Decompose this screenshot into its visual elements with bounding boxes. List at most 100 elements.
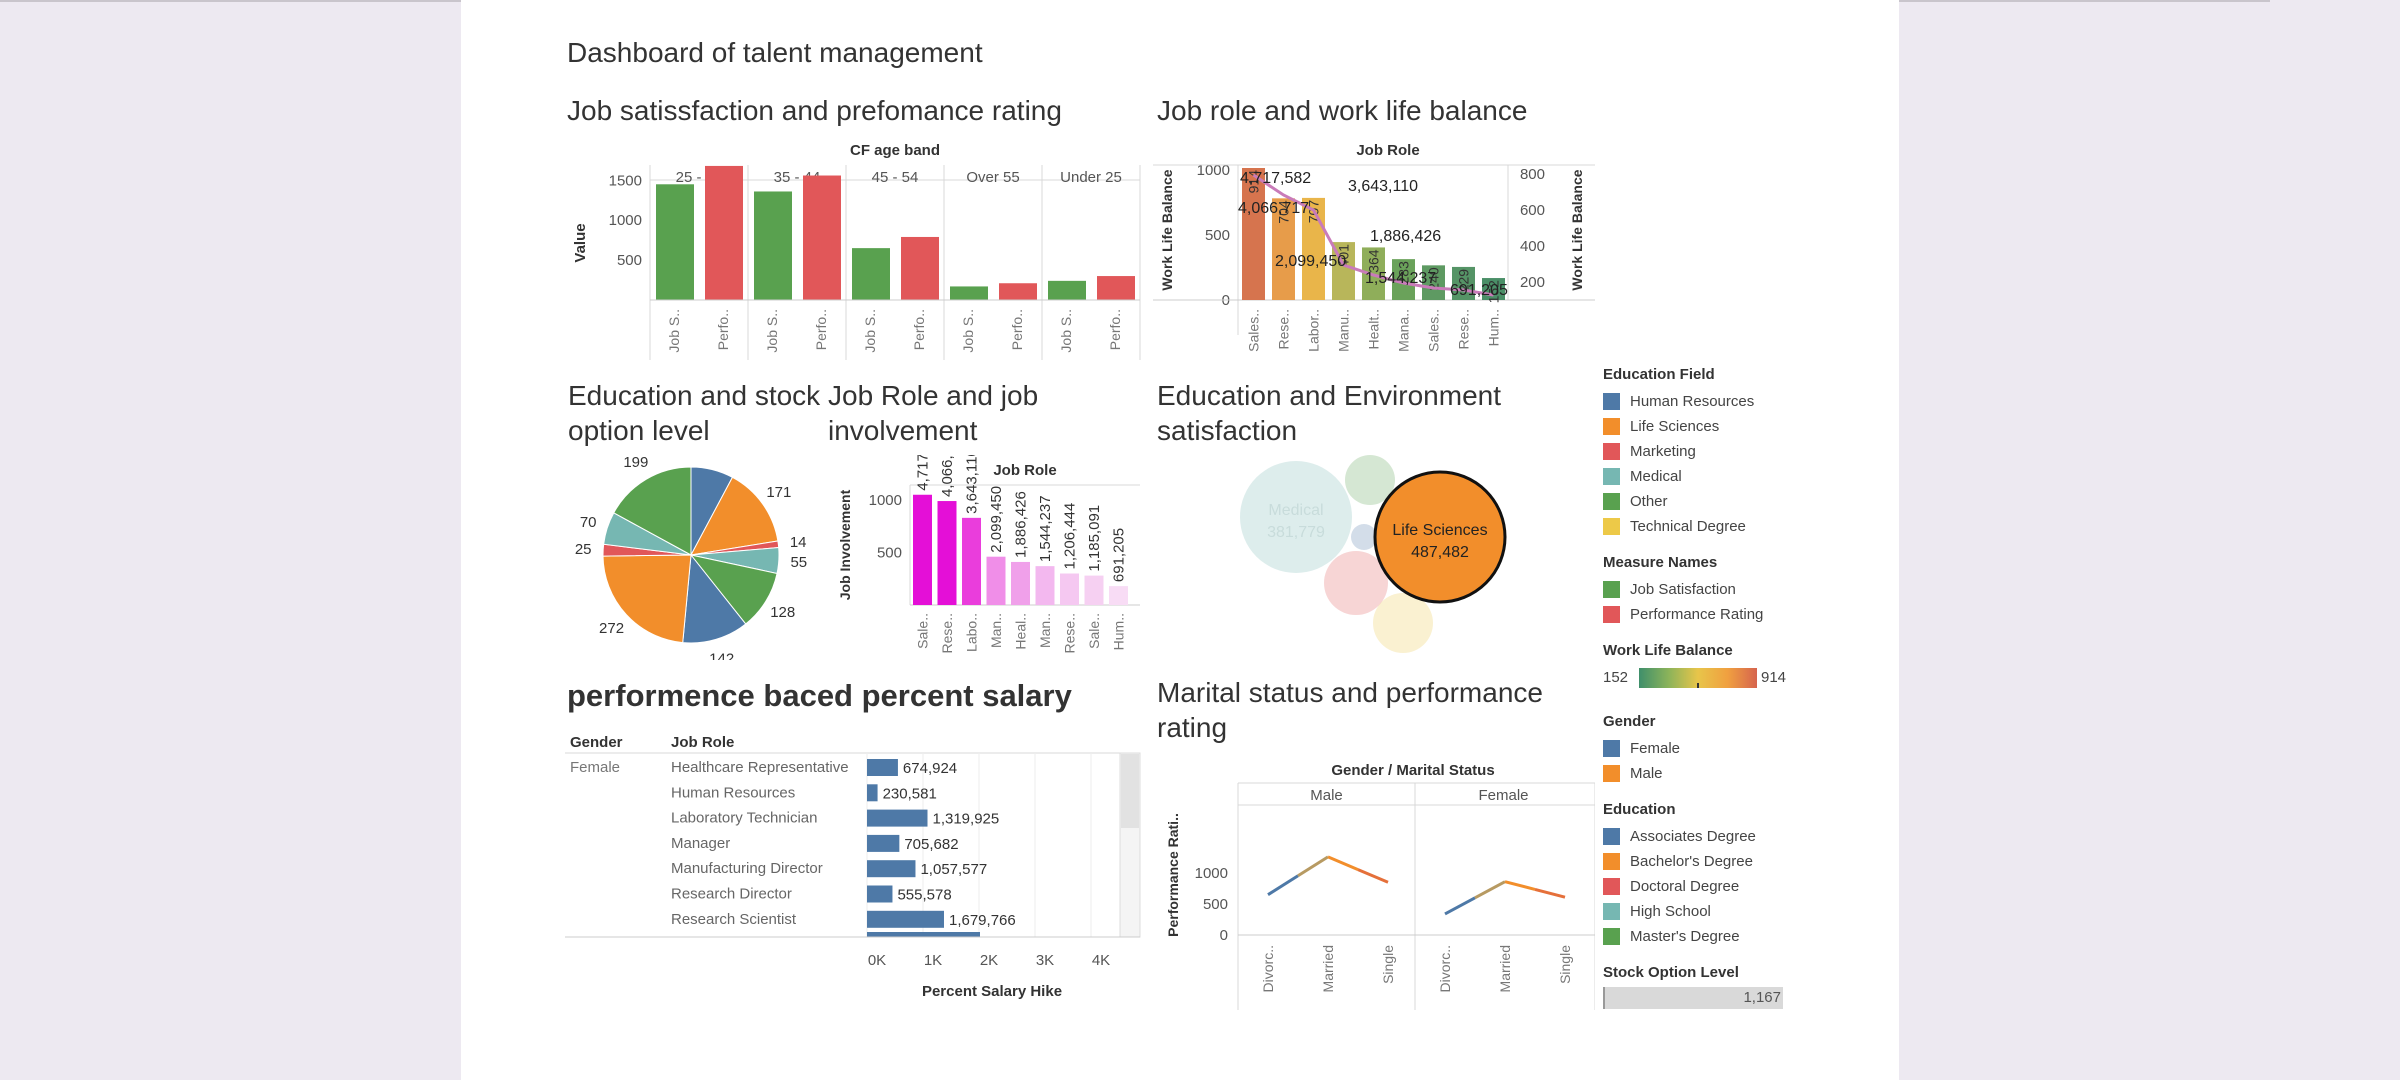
line-segment[interactable] bbox=[1444, 896, 1476, 916]
bar[interactable] bbox=[852, 248, 890, 300]
line-segment[interactable] bbox=[1357, 868, 1389, 884]
legend-item[interactable]: Life Sciences bbox=[1603, 414, 1803, 439]
job-involvement-chart[interactable]: Job Role Job Involvement 500 1000 1500 4,717,… bbox=[830, 455, 1150, 660]
bubble[interactable] bbox=[1373, 470, 1507, 604]
bar[interactable] bbox=[1035, 566, 1055, 605]
line-segment[interactable] bbox=[1534, 887, 1566, 899]
legend-item[interactable]: Associates Degree bbox=[1603, 824, 1803, 849]
legend-education: Education Associates Degree Bachelor's D… bbox=[1603, 800, 1803, 949]
bar[interactable] bbox=[656, 184, 694, 300]
bar-value-label: 1,679,766 bbox=[949, 912, 1016, 929]
bar[interactable] bbox=[1242, 168, 1265, 300]
scrollbar-thumb[interactable] bbox=[1121, 754, 1139, 828]
legend-work-life-balance: Work Life Balance 152 914 bbox=[1603, 641, 1803, 690]
trend-line[interactable] bbox=[1252, 173, 1494, 297]
bar-value-label: 1,544,237 bbox=[1037, 495, 1054, 562]
bubble[interactable] bbox=[1345, 455, 1395, 505]
bar[interactable] bbox=[999, 283, 1037, 300]
bar[interactable] bbox=[1097, 276, 1135, 300]
legend-item[interactable]: Medical bbox=[1603, 464, 1803, 489]
bar[interactable] bbox=[1392, 259, 1415, 300]
y-tick-label: 500 bbox=[1205, 227, 1230, 244]
bar-value-label: 1,886,426 bbox=[1013, 491, 1030, 558]
bubble-value: 381,779 bbox=[1267, 524, 1325, 541]
pie-slice[interactable] bbox=[690, 476, 779, 556]
bar[interactable] bbox=[1272, 198, 1295, 300]
legend-item[interactable]: Human Resources bbox=[1603, 389, 1803, 414]
line-segment[interactable] bbox=[1327, 855, 1359, 871]
bar[interactable] bbox=[913, 494, 932, 605]
bar-partial[interactable] bbox=[867, 932, 980, 937]
bubble[interactable] bbox=[1373, 593, 1433, 653]
panel-header: Male bbox=[1310, 787, 1343, 804]
y-tick-label: 500 bbox=[877, 545, 902, 562]
legend-swatch bbox=[1603, 518, 1620, 535]
legend-swatch bbox=[1603, 828, 1620, 845]
bar[interactable] bbox=[867, 910, 944, 928]
bubble[interactable] bbox=[1240, 461, 1352, 573]
y-tick-label-right: 600 bbox=[1520, 202, 1545, 219]
pie-slice[interactable] bbox=[602, 554, 692, 644]
legend-item[interactable]: Male bbox=[1603, 761, 1803, 786]
bar[interactable] bbox=[950, 286, 988, 300]
bar[interactable] bbox=[867, 759, 898, 776]
line-segment[interactable] bbox=[1504, 880, 1536, 891]
legend-swatch bbox=[1603, 418, 1620, 435]
legend-item[interactable]: Doctoral Degree bbox=[1603, 874, 1803, 899]
pie-slice[interactable] bbox=[613, 466, 692, 556]
line-segment[interactable] bbox=[1474, 880, 1506, 900]
legend-item[interactable]: Performance Rating bbox=[1603, 602, 1803, 627]
education-stock-pie-chart[interactable]: 91 171 14 55 128 142 272 25 70 199 bbox=[565, 455, 825, 660]
legend-item[interactable]: Other bbox=[1603, 489, 1803, 514]
marital-performance-chart[interactable]: Gender / Marital Status Performance Rati.… bbox=[1150, 750, 1595, 1015]
bar[interactable] bbox=[867, 809, 928, 827]
education-environment-bubble-chart[interactable]: Medical 381,779 Life Sciences 487,482 bbox=[1150, 445, 1550, 660]
bar[interactable] bbox=[1084, 575, 1104, 605]
job-role-wlb-chart[interactable]: Job Role Work Life Balance Work Life Balan… bbox=[1150, 135, 1600, 360]
legend-item[interactable]: Marketing bbox=[1603, 439, 1803, 464]
bar[interactable] bbox=[867, 885, 893, 903]
bubble[interactable] bbox=[1351, 524, 1377, 550]
bar[interactable] bbox=[1422, 265, 1445, 300]
x-tick-label: Divorc.. bbox=[1260, 945, 1276, 992]
y-tick-label-right: 400 bbox=[1520, 238, 1545, 255]
bar[interactable] bbox=[986, 556, 1006, 605]
legend-item[interactable]: Bachelor's Degree bbox=[1603, 849, 1803, 874]
bar[interactable] bbox=[754, 191, 792, 300]
stock-option-slider[interactable]: 1,167 bbox=[1603, 987, 1783, 1009]
bar[interactable] bbox=[1048, 280, 1086, 300]
legend-item[interactable]: Female bbox=[1603, 736, 1803, 761]
bar[interactable] bbox=[867, 860, 916, 878]
legend-title: Stock Option Level bbox=[1603, 964, 1739, 981]
x-tick-label: Rese.. bbox=[939, 613, 955, 653]
performance-salary-chart[interactable]: Gender Job Role Female Healthcare Represent… bbox=[560, 725, 1150, 1010]
legend-gender: Gender Female Male bbox=[1603, 712, 1803, 786]
legend-item[interactable]: Master's Degree bbox=[1603, 924, 1803, 949]
legend-item[interactable]: High School bbox=[1603, 899, 1803, 924]
line-segment[interactable] bbox=[1267, 874, 1299, 896]
x-tick-label: Man.. bbox=[988, 613, 1004, 648]
bar[interactable] bbox=[937, 501, 957, 605]
bar[interactable] bbox=[901, 236, 939, 300]
bar[interactable] bbox=[962, 517, 981, 605]
row-role-label: Manager bbox=[671, 835, 730, 852]
bar-value-label: 240 bbox=[1426, 267, 1442, 291]
bar[interactable] bbox=[803, 175, 841, 300]
pie-slice[interactable] bbox=[682, 553, 747, 644]
x-tick-label: Rese.. bbox=[1276, 309, 1292, 349]
bar[interactable] bbox=[1060, 573, 1079, 606]
x-tick-label: Heal.. bbox=[1013, 613, 1029, 650]
bar[interactable] bbox=[1011, 561, 1030, 605]
bubble[interactable] bbox=[1324, 551, 1388, 615]
header-label: Job Role bbox=[993, 462, 1056, 479]
y-tick-label: 1500 bbox=[869, 455, 902, 457]
bar[interactable] bbox=[867, 784, 878, 802]
line-segment[interactable] bbox=[1297, 855, 1329, 878]
legend-item[interactable]: Job Satisfaction bbox=[1603, 577, 1803, 602]
legend-item[interactable]: Technical Degree bbox=[1603, 514, 1803, 539]
bar[interactable] bbox=[1109, 586, 1128, 605]
bar[interactable] bbox=[867, 834, 900, 852]
y-axis-title: Performance Rati.. bbox=[1165, 813, 1181, 937]
bar[interactable] bbox=[705, 165, 743, 300]
